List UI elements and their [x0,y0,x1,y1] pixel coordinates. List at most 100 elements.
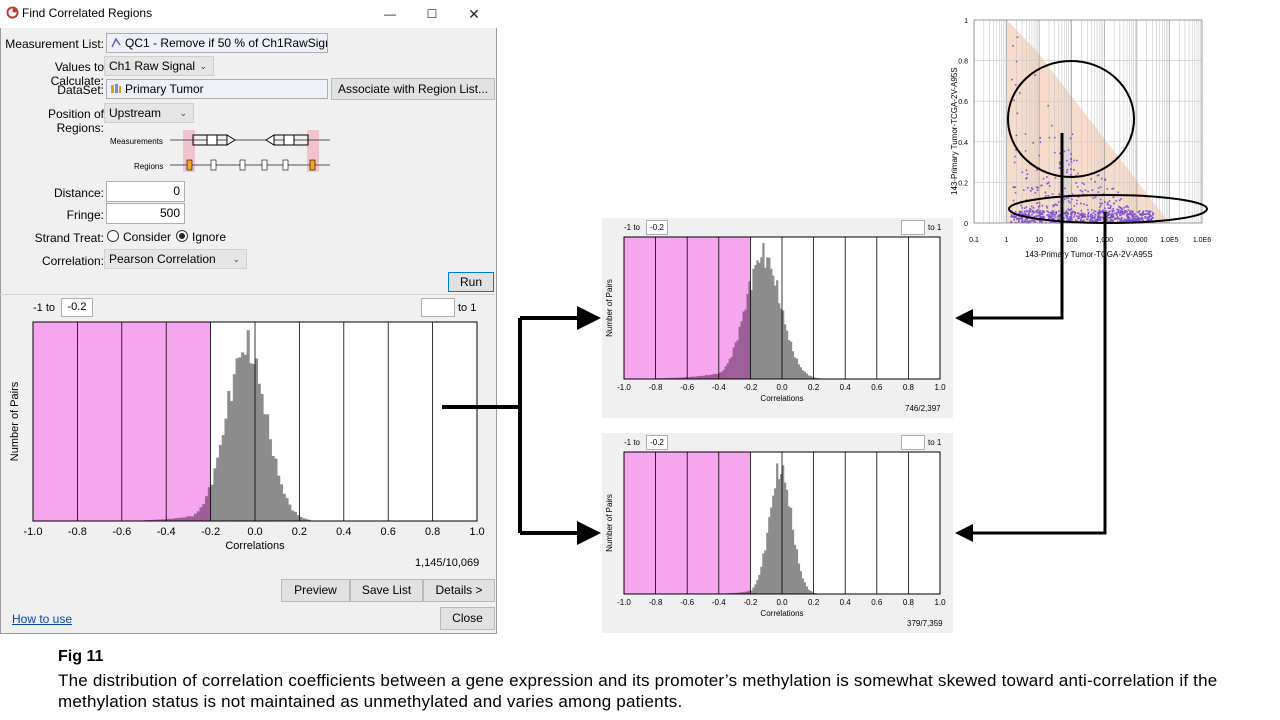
fringe-input[interactable]: 500 [106,203,185,224]
diagram-regions-label: Regions [134,162,164,171]
scatter-point [1030,187,1033,189]
scatter-point [1039,212,1042,214]
scatter-point [1126,205,1128,207]
scatter-point [1018,218,1020,221]
histogram-bar [232,374,236,521]
strand-ignore-radio[interactable] [176,230,188,242]
scatter-point [1111,209,1113,212]
range-from-input[interactable]: -0.2 [646,220,668,235]
scatter-point [1123,212,1126,215]
histogram-bar [766,532,769,594]
x-tick-label: 0.0 [776,383,788,392]
scatter-point [1119,218,1122,221]
save-list-button[interactable]: Save List [350,579,423,602]
correlation-histogram[interactable]: -1.0 -0.8 -0.6 -0.4 -0.2 0.0 0.2 0.4 0.6 0.8 1.0 Co… [0,318,495,558]
scatter-point [1022,220,1024,222]
y-tick-label: 1 [964,18,968,25]
scatter-point [1046,176,1048,178]
scatter-point [1033,211,1035,213]
scatter-point [1097,215,1100,217]
scatter-point [1131,219,1133,221]
range-from-input[interactable]: -0.2 [61,298,93,317]
range-to-input[interactable] [421,298,455,317]
scatter-point [1141,211,1144,214]
scatter-point [1010,214,1013,217]
position-dropdown[interactable]: Upstream ⌄ [104,103,194,123]
run-button[interactable]: Run [448,272,494,292]
histogram-bar [758,574,761,594]
scatter-point [1111,219,1114,221]
scatter-point [1076,199,1078,202]
scatter-point [1020,216,1023,219]
range-to-input[interactable] [901,435,925,450]
maximize-icon[interactable]: ☐ [426,7,438,21]
scatter-point [1065,197,1068,199]
scatter-point [1042,209,1044,212]
strand-consider-label[interactable]: Consider [123,230,172,244]
how-to-use-link[interactable]: How to use [12,612,73,626]
histogram-bar [706,375,710,379]
scatter-point [1046,206,1048,209]
scatter-point [1059,161,1061,164]
details-button[interactable]: Details > [423,579,495,602]
scatter-point [1014,155,1016,158]
x-tick-label: 0.8 [903,383,915,392]
minimize-icon[interactable]: — [384,7,396,21]
scatter-point [1065,212,1067,215]
associate-region-list-button[interactable]: Associate with Region List... [331,78,495,100]
scatter-point [1038,204,1041,207]
scatter-point [1021,221,1024,224]
scatter-point [1058,193,1060,195]
scatter-point [1047,181,1050,184]
scatter-point [1054,203,1057,206]
histogram-bar [720,371,724,379]
scatter-point [1036,202,1038,204]
scatter-point [1070,158,1072,161]
scatter-point [1135,215,1137,218]
scatter-point [1132,210,1134,213]
scatter-point [1077,196,1080,198]
scatter-point [1053,136,1056,139]
histogram-bar [770,507,773,594]
high-methylation-ellipse [1007,60,1135,178]
x-tick-label: -1.0 [24,526,43,538]
x-axis-label: Correlations [760,609,803,617]
values-dropdown[interactable]: Ch1 Raw Signal ⌄ [104,56,214,76]
x-tick-label: 100 [1066,237,1078,244]
range-to-input[interactable] [901,220,925,235]
scatter-point [1095,218,1098,221]
histogram-bar [758,262,761,379]
x-tick-label: -1.0 [617,383,631,392]
scatter-point [1136,215,1139,218]
scatter-point [1108,213,1111,215]
scatter-point [1051,213,1053,216]
scatter-point [1121,211,1123,213]
preview-button[interactable]: Preview [281,579,350,602]
scatter-point [1150,218,1153,221]
strand-consider-radio[interactable] [107,230,119,242]
scatter-point [1121,208,1124,211]
histogram-bar [795,549,799,594]
dataset-field[interactable]: Primary Tumor [106,79,328,99]
correlation-histogram[interactable]: -1.0 -0.8 -0.6 -0.4 -0.2 0.0 0.2 0.4 0.6 0.8 1.0 Co… [602,236,953,402]
close-icon[interactable]: ✕ [468,6,480,22]
scatter-point [1037,214,1039,217]
histogram-bar [803,371,806,379]
scatter-point [1071,212,1073,215]
correlation-histogram[interactable]: -1.0 -0.8 -0.6 -0.4 -0.2 0.0 0.2 0.4 0.6 0.8 1.0 Co… [602,451,953,617]
scatter-point [1131,215,1133,217]
histogram-bar [218,444,222,521]
strand-ignore-label[interactable]: Ignore [192,230,227,244]
measurement-list-field[interactable]: QC1 - Remove if 50 % of Ch1RawSignal.. [106,33,328,53]
scatter-point [1114,218,1116,220]
histogram-bar [687,377,690,379]
close-button[interactable]: Close [440,607,495,630]
scatter-point [1117,211,1120,214]
histogram-bar [770,268,773,379]
distance-input[interactable]: 0 [106,181,185,202]
range-from-input[interactable]: -0.2 [646,435,668,450]
scatter-point [1039,141,1042,144]
scatter-point [1123,220,1126,222]
correlation-dropdown[interactable]: Pearson Correlation ⌄ [104,249,247,269]
x-tick-label: -1.0 [617,598,631,607]
